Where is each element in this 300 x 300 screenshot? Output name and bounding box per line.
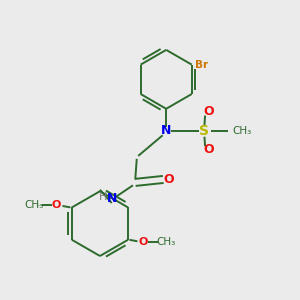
- Text: O: O: [204, 105, 214, 118]
- Text: H: H: [99, 192, 107, 202]
- Text: O: O: [163, 173, 174, 186]
- Text: Br: Br: [195, 60, 208, 70]
- Text: N: N: [106, 192, 117, 205]
- Text: O: O: [204, 143, 214, 157]
- Text: O: O: [52, 200, 61, 210]
- Text: CH₃: CH₃: [156, 237, 175, 247]
- Text: CH₃: CH₃: [25, 200, 44, 210]
- Text: methoxy: methoxy: [38, 204, 44, 206]
- Text: S: S: [200, 124, 209, 138]
- Text: O: O: [139, 237, 148, 247]
- Text: N: N: [161, 124, 171, 137]
- Text: CH₃: CH₃: [232, 126, 252, 136]
